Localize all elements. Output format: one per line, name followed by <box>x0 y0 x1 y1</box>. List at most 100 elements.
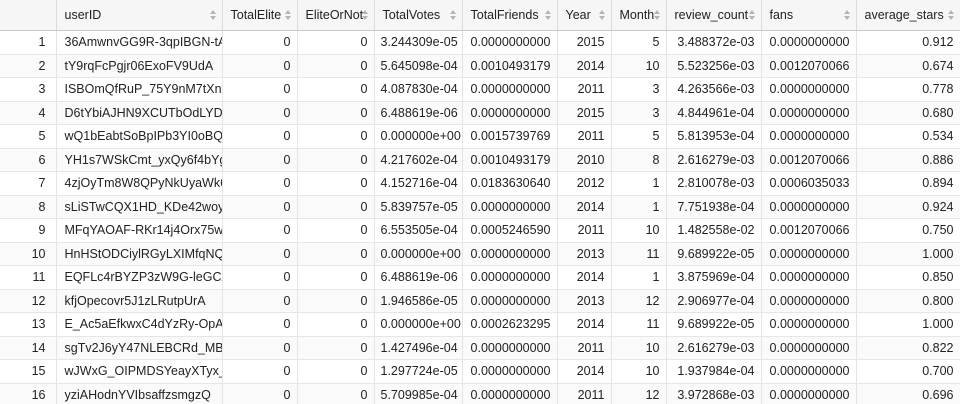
cell-EliteOrNot: 0 <box>297 171 375 196</box>
cell-TotalVotes: 0.000000e+00 <box>374 312 463 337</box>
table-row: 5 wQ1bEabtSoBpIPb3YI0oBQ 0 0 0.000000e+00 0.0… <box>0 124 960 149</box>
sort-icon[interactable] <box>209 10 217 20</box>
cell-review_count: 4.263566e-03 <box>666 77 762 102</box>
column-header-label: EliteOrNot <box>305 8 364 22</box>
cell-review_count: 1.482558e-02 <box>666 218 762 243</box>
column-header-label: Year <box>565 8 591 22</box>
cell-TotalElite: 0 <box>222 124 298 149</box>
sort-icon[interactable] <box>598 10 606 20</box>
cell-Year: 2015 <box>557 30 612 55</box>
cell-TotalFriends: 0.0000000000 <box>462 30 558 55</box>
cell-TotalFriends: 0.0000000000 <box>462 383 558 404</box>
cell-Month: 1 <box>611 265 667 290</box>
cell-userID: sgTv2J6yY47NLEBCRd_MBg <box>56 336 223 360</box>
cell-userID: kfjOpecovr5J1zLRutpUrA <box>56 289 223 313</box>
cell-Year: 2011 <box>557 218 612 243</box>
cell-average_stars: 0.850 <box>856 265 960 290</box>
sort-icon[interactable] <box>748 10 756 20</box>
sort-icon[interactable] <box>544 10 552 20</box>
cell-userID: wJWxG_OIPMDSYeayXTyx_Q <box>56 359 223 384</box>
table-row: 8 sLiSTwCQX1HD_KDe42woyA 0 0 5.839757e-05 0.0… <box>0 195 960 219</box>
cell-TotalElite: 0 <box>222 289 298 313</box>
cell-TotalVotes: 3.244309e-05 <box>374 30 463 55</box>
cell-TotalVotes: 1.427496e-04 <box>374 336 463 360</box>
cell-Year: 2012 <box>557 171 612 196</box>
column-header-Month[interactable]: Month <box>611 0 667 31</box>
cell-userID: EQFLc4rBYZP3zW9G-leGCA <box>56 265 223 290</box>
column-header-TotalElite[interactable]: TotalElite <box>222 0 298 31</box>
cell-TotalElite: 0 <box>222 383 298 404</box>
cell-Month: 3 <box>611 101 667 125</box>
cell-Year: 2014 <box>557 265 612 290</box>
column-header-label: Month <box>619 8 655 22</box>
column-header-EliteOrNot[interactable]: EliteOrNot <box>297 0 375 31</box>
cell-EliteOrNot: 0 <box>297 54 375 78</box>
cell-review_count: 2.616279e-03 <box>666 148 762 172</box>
cell-review_count: 5.523256e-03 <box>666 54 762 78</box>
cell-average_stars: 0.674 <box>856 54 960 78</box>
column-header-average_stars[interactable]: average_stars <box>856 0 960 31</box>
column-header-review_count[interactable]: review_count <box>666 0 762 31</box>
cell-TotalVotes: 5.839757e-05 <box>374 195 463 219</box>
sort-icon[interactable] <box>449 10 457 20</box>
cell-TotalFriends: 0.0000000000 <box>462 265 558 290</box>
cell-TotalVotes: 6.488619e-06 <box>374 265 463 290</box>
cell-Year: 2013 <box>557 289 612 313</box>
cell-fans: 0.0000000000 <box>761 242 857 266</box>
sort-icon[interactable] <box>653 10 661 20</box>
cell-TotalFriends: 0.0000000000 <box>462 359 558 384</box>
column-header-fans[interactable]: fans <box>761 0 857 31</box>
cell-TotalFriends: 0.0015739769 <box>462 124 558 149</box>
cell-EliteOrNot: 0 <box>297 77 375 102</box>
row-number: 6 <box>0 148 57 172</box>
cell-Month: 10 <box>611 218 667 243</box>
cell-fans: 0.0000000000 <box>761 289 857 313</box>
cell-Year: 2013 <box>557 242 612 266</box>
cell-userID: sLiSTwCQX1HD_KDe42woyA <box>56 195 223 219</box>
cell-fans: 0.0000000000 <box>761 101 857 125</box>
cell-average_stars: 0.822 <box>856 336 960 360</box>
cell-TotalVotes: 1.946586e-05 <box>374 289 463 313</box>
cell-fans: 0.0000000000 <box>761 265 857 290</box>
cell-TotalVotes: 4.152716e-04 <box>374 171 463 196</box>
cell-TotalElite: 0 <box>222 242 298 266</box>
cell-userID: HnHStODCiylRGyLXIMfqNQ <box>56 242 223 266</box>
cell-TotalElite: 0 <box>222 265 298 290</box>
column-header-Year[interactable]: Year <box>557 0 612 31</box>
cell-review_count: 2.810078e-03 <box>666 171 762 196</box>
cell-average_stars: 0.924 <box>856 195 960 219</box>
row-number: 15 <box>0 359 57 384</box>
sort-icon[interactable] <box>843 10 851 20</box>
table-row: 11 EQFLc4rBYZP3zW9G-leGCA 0 0 6.488619e-06 0.… <box>0 265 960 290</box>
cell-average_stars: 1.000 <box>856 312 960 337</box>
row-number: 12 <box>0 289 57 313</box>
cell-average_stars: 0.750 <box>856 218 960 243</box>
column-header-userID[interactable]: userID <box>56 0 223 31</box>
table-row: 13 E_Ac5aEfkwxC4dYzRy-OpA 0 0 0.000000e+00 0.… <box>0 312 960 337</box>
cell-TotalElite: 0 <box>222 359 298 384</box>
cell-TotalElite: 0 <box>222 195 298 219</box>
cell-TotalVotes: 1.297724e-05 <box>374 359 463 384</box>
cell-fans: 0.0000000000 <box>761 383 857 404</box>
cell-Year: 2010 <box>557 148 612 172</box>
column-header-TotalVotes[interactable]: TotalVotes <box>374 0 463 31</box>
cell-userID: ISBOmQfRuP_75Y9nM7tXng <box>56 77 223 102</box>
cell-fans: 0.0012070066 <box>761 148 857 172</box>
cell-Year: 2011 <box>557 383 612 404</box>
cell-Month: 1 <box>611 171 667 196</box>
sort-icon[interactable] <box>284 10 292 20</box>
cell-average_stars: 0.696 <box>856 383 960 404</box>
sort-icon[interactable] <box>947 10 955 20</box>
cell-Year: 2011 <box>557 77 612 102</box>
row-number: 11 <box>0 265 57 290</box>
cell-TotalElite: 0 <box>222 171 298 196</box>
table-row: 10 HnHStODCiylRGyLXIMfqNQ 0 0 0.000000e+00 0.… <box>0 242 960 266</box>
row-number: 5 <box>0 124 57 149</box>
sort-icon[interactable] <box>361 10 369 20</box>
cell-fans: 0.0000000000 <box>761 359 857 384</box>
cell-average_stars: 0.700 <box>856 359 960 384</box>
row-number: 4 <box>0 101 57 125</box>
column-header-TotalFriends[interactable]: TotalFriends <box>462 0 558 31</box>
cell-fans: 0.0000000000 <box>761 336 857 360</box>
cell-TotalElite: 0 <box>222 218 298 243</box>
